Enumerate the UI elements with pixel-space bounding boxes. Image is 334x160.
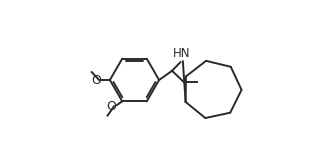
Text: O: O xyxy=(91,73,101,87)
Text: O: O xyxy=(106,100,116,113)
Text: HN: HN xyxy=(173,48,190,60)
